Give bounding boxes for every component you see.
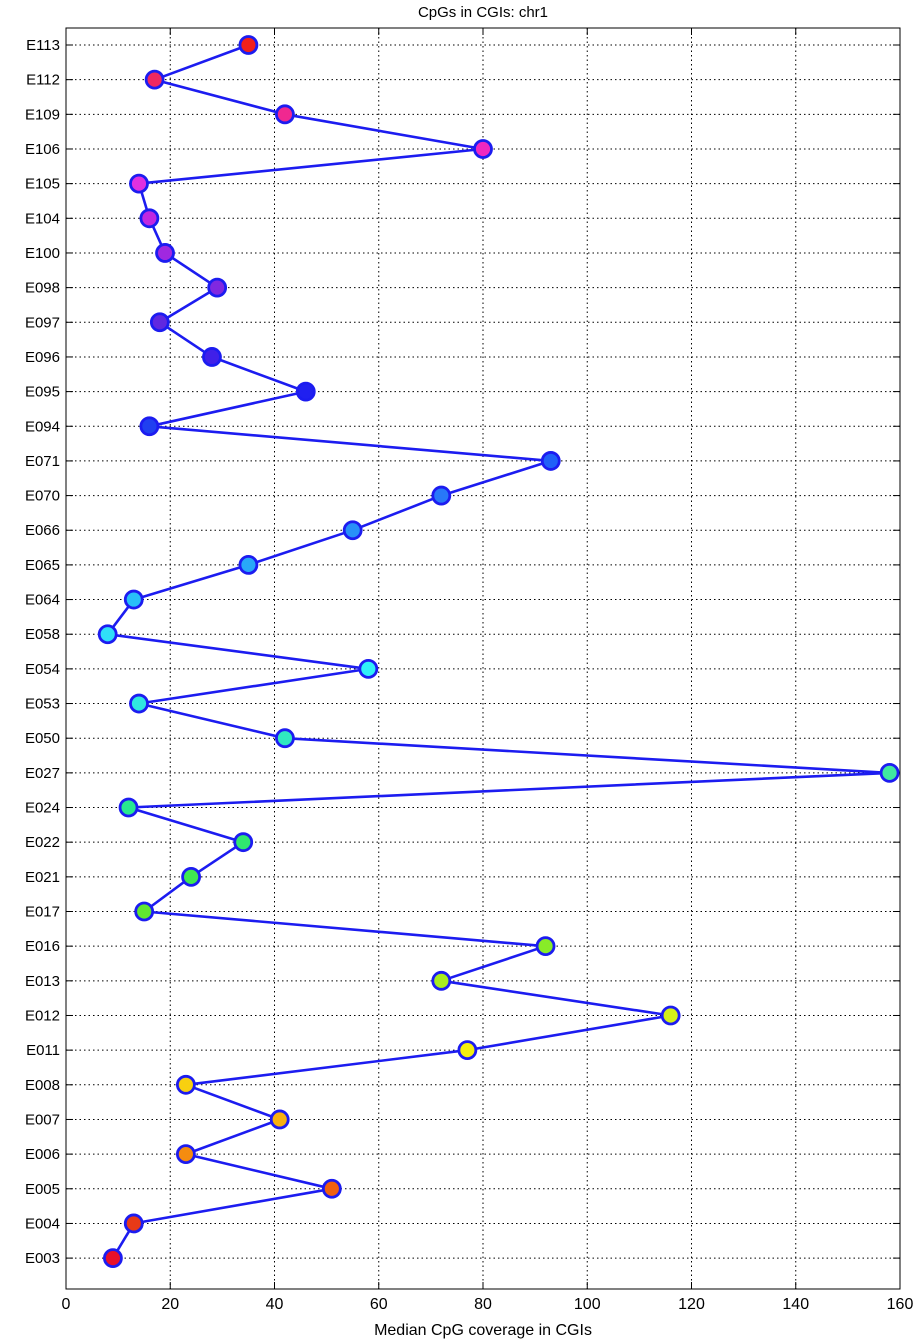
y-tick-label: E097: [25, 314, 60, 331]
data-point: [177, 1146, 194, 1163]
y-tick-label: E053: [25, 696, 60, 713]
y-tick-label: E027: [25, 765, 60, 782]
y-tick-label: E004: [25, 1215, 60, 1232]
data-point: [141, 418, 158, 435]
data-point: [209, 279, 226, 296]
y-tick-label: E065: [25, 557, 60, 574]
data-point: [146, 71, 163, 88]
data-point: [542, 452, 559, 469]
data-point: [203, 348, 220, 365]
y-tick-label: E113: [26, 37, 60, 54]
y-tick-label: E096: [25, 349, 60, 366]
y-tick-label: E011: [26, 1042, 60, 1059]
data-point: [459, 1042, 476, 1059]
x-tick-label: 80: [474, 1296, 492, 1313]
x-tick-label: 140: [782, 1296, 809, 1313]
y-tick-label: E003: [25, 1250, 60, 1267]
x-tick-label: 60: [370, 1296, 388, 1313]
data-point: [120, 799, 137, 816]
data-point: [99, 626, 116, 643]
y-tick-label: E005: [25, 1181, 60, 1198]
y-tick-label: E058: [25, 626, 60, 643]
y-tick-label: E104: [25, 210, 60, 227]
x-tick-label: 100: [574, 1296, 601, 1313]
y-tick-label: E106: [25, 141, 60, 158]
y-tick-label: E070: [25, 488, 60, 505]
data-point: [662, 1007, 679, 1024]
data-point: [130, 695, 147, 712]
data-point: [475, 140, 492, 157]
y-tick-label: E022: [25, 834, 60, 851]
y-tick-label: E095: [25, 384, 60, 401]
data-point: [323, 1180, 340, 1197]
y-tick-label: E094: [25, 418, 60, 435]
y-tick-label: E064: [25, 592, 60, 609]
y-tick-label: E109: [25, 106, 60, 123]
x-tick-label: 0: [62, 1296, 71, 1313]
y-tick-label: E013: [25, 973, 60, 990]
y-tick-label: E006: [25, 1146, 60, 1163]
data-point: [344, 522, 361, 539]
x-tick-label: 20: [161, 1296, 179, 1313]
data-point: [433, 487, 450, 504]
data-point: [151, 314, 168, 331]
x-axis-label: Median CpG coverage in CGIs: [66, 1322, 900, 1340]
data-point: [297, 383, 314, 400]
y-tick-label: E050: [25, 730, 60, 747]
data-point: [276, 730, 293, 747]
y-tick-label: E071: [25, 453, 60, 470]
data-point: [881, 764, 898, 781]
data-point: [104, 1250, 121, 1267]
data-point: [235, 834, 252, 851]
data-point: [130, 175, 147, 192]
data-point: [360, 660, 377, 677]
y-tick-label: E112: [26, 72, 60, 89]
y-tick-label: E007: [25, 1111, 60, 1128]
x-tick-label: 160: [887, 1296, 914, 1313]
y-tick-label: E054: [25, 661, 60, 678]
y-tick-label: E012: [25, 1007, 60, 1024]
data-point: [271, 1111, 288, 1128]
data-point: [240, 556, 257, 573]
y-tick-label: E024: [25, 800, 60, 817]
data-point: [537, 938, 554, 955]
data-point: [276, 106, 293, 123]
data-point: [136, 903, 153, 920]
data-point: [157, 244, 174, 261]
y-tick-label: E008: [25, 1077, 60, 1094]
y-tick-label: E021: [25, 869, 60, 886]
data-point: [433, 972, 450, 989]
y-tick-label: E105: [25, 176, 60, 193]
y-tick-label: E098: [25, 280, 60, 297]
y-tick-label: E017: [25, 904, 60, 921]
data-point: [183, 868, 200, 885]
x-tick-label: 120: [678, 1296, 705, 1313]
data-point: [125, 591, 142, 608]
data-point: [141, 210, 158, 227]
data-point: [240, 37, 257, 54]
y-tick-label: E066: [25, 522, 60, 539]
y-tick-label: E016: [25, 938, 60, 955]
x-tick-label: 40: [266, 1296, 284, 1313]
data-point: [125, 1215, 142, 1232]
data-point: [177, 1076, 194, 1093]
y-tick-label: E100: [25, 245, 60, 262]
